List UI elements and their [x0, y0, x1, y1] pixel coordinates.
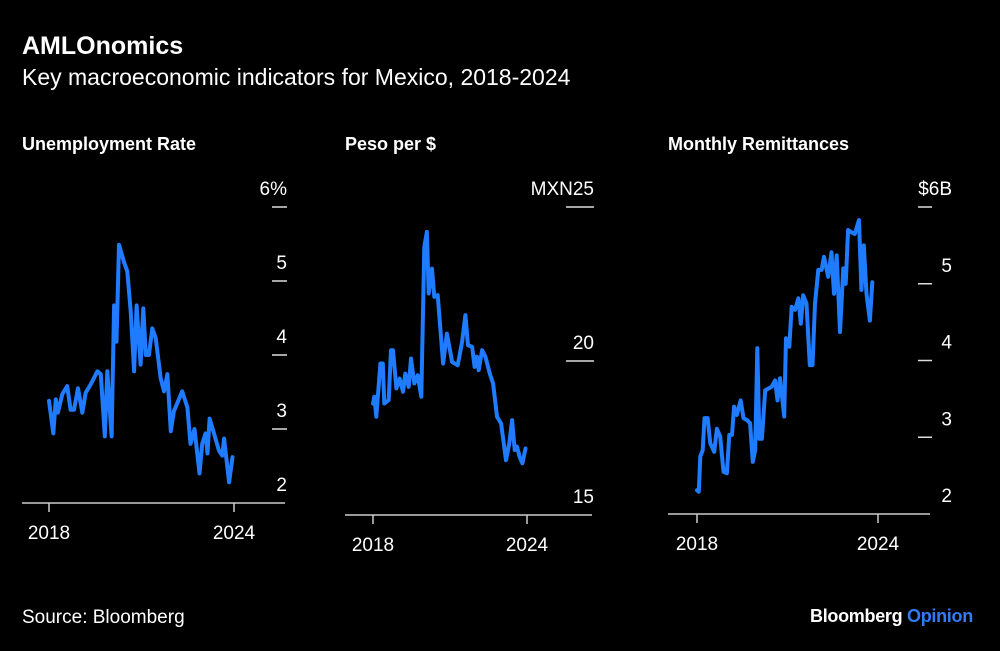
series-line	[47, 242, 235, 485]
source-note: Source: Bloomberg	[22, 607, 185, 628]
y-tick-label: 4	[941, 333, 952, 354]
bloomberg-opinion-logo: Bloomberg Opinion	[810, 606, 973, 627]
x-tick-label: 2018	[28, 523, 70, 544]
panel-title: Unemployment Rate	[22, 134, 196, 154]
y-tick-label: 2	[941, 486, 952, 507]
y-tick-label: 4	[276, 327, 287, 348]
y-tick-label: 15	[573, 487, 594, 508]
chart-title: AMLOnomics	[22, 32, 184, 60]
panel-title: Peso per $	[345, 134, 436, 154]
series-line	[371, 229, 528, 466]
x-tick-label: 2024	[857, 534, 900, 555]
panel-title: Monthly Remittances	[668, 134, 849, 154]
y-tick-label: 5	[941, 256, 952, 277]
brand-main: Bloomberg	[810, 606, 903, 626]
y-tick-label: 2	[276, 475, 287, 496]
x-tick-label: 2024	[213, 523, 256, 544]
brand-accent: Opinion	[907, 606, 973, 626]
x-tick-label: 2018	[676, 534, 718, 555]
y-tick-label: $6B	[918, 179, 952, 200]
y-tick-label: 3	[941, 409, 952, 430]
y-tick-label: 20	[573, 333, 594, 354]
x-tick-label: 2024	[506, 535, 549, 556]
series-line	[695, 218, 875, 494]
y-tick-label: MXN25	[531, 179, 594, 200]
y-tick-label: 6%	[260, 179, 288, 200]
y-tick-label: 5	[276, 253, 287, 274]
chart-subtitle: Key macroeconomic indicators for Mexico,…	[22, 64, 571, 90]
x-tick-label: 2018	[352, 535, 394, 556]
y-tick-label: 3	[276, 401, 287, 422]
